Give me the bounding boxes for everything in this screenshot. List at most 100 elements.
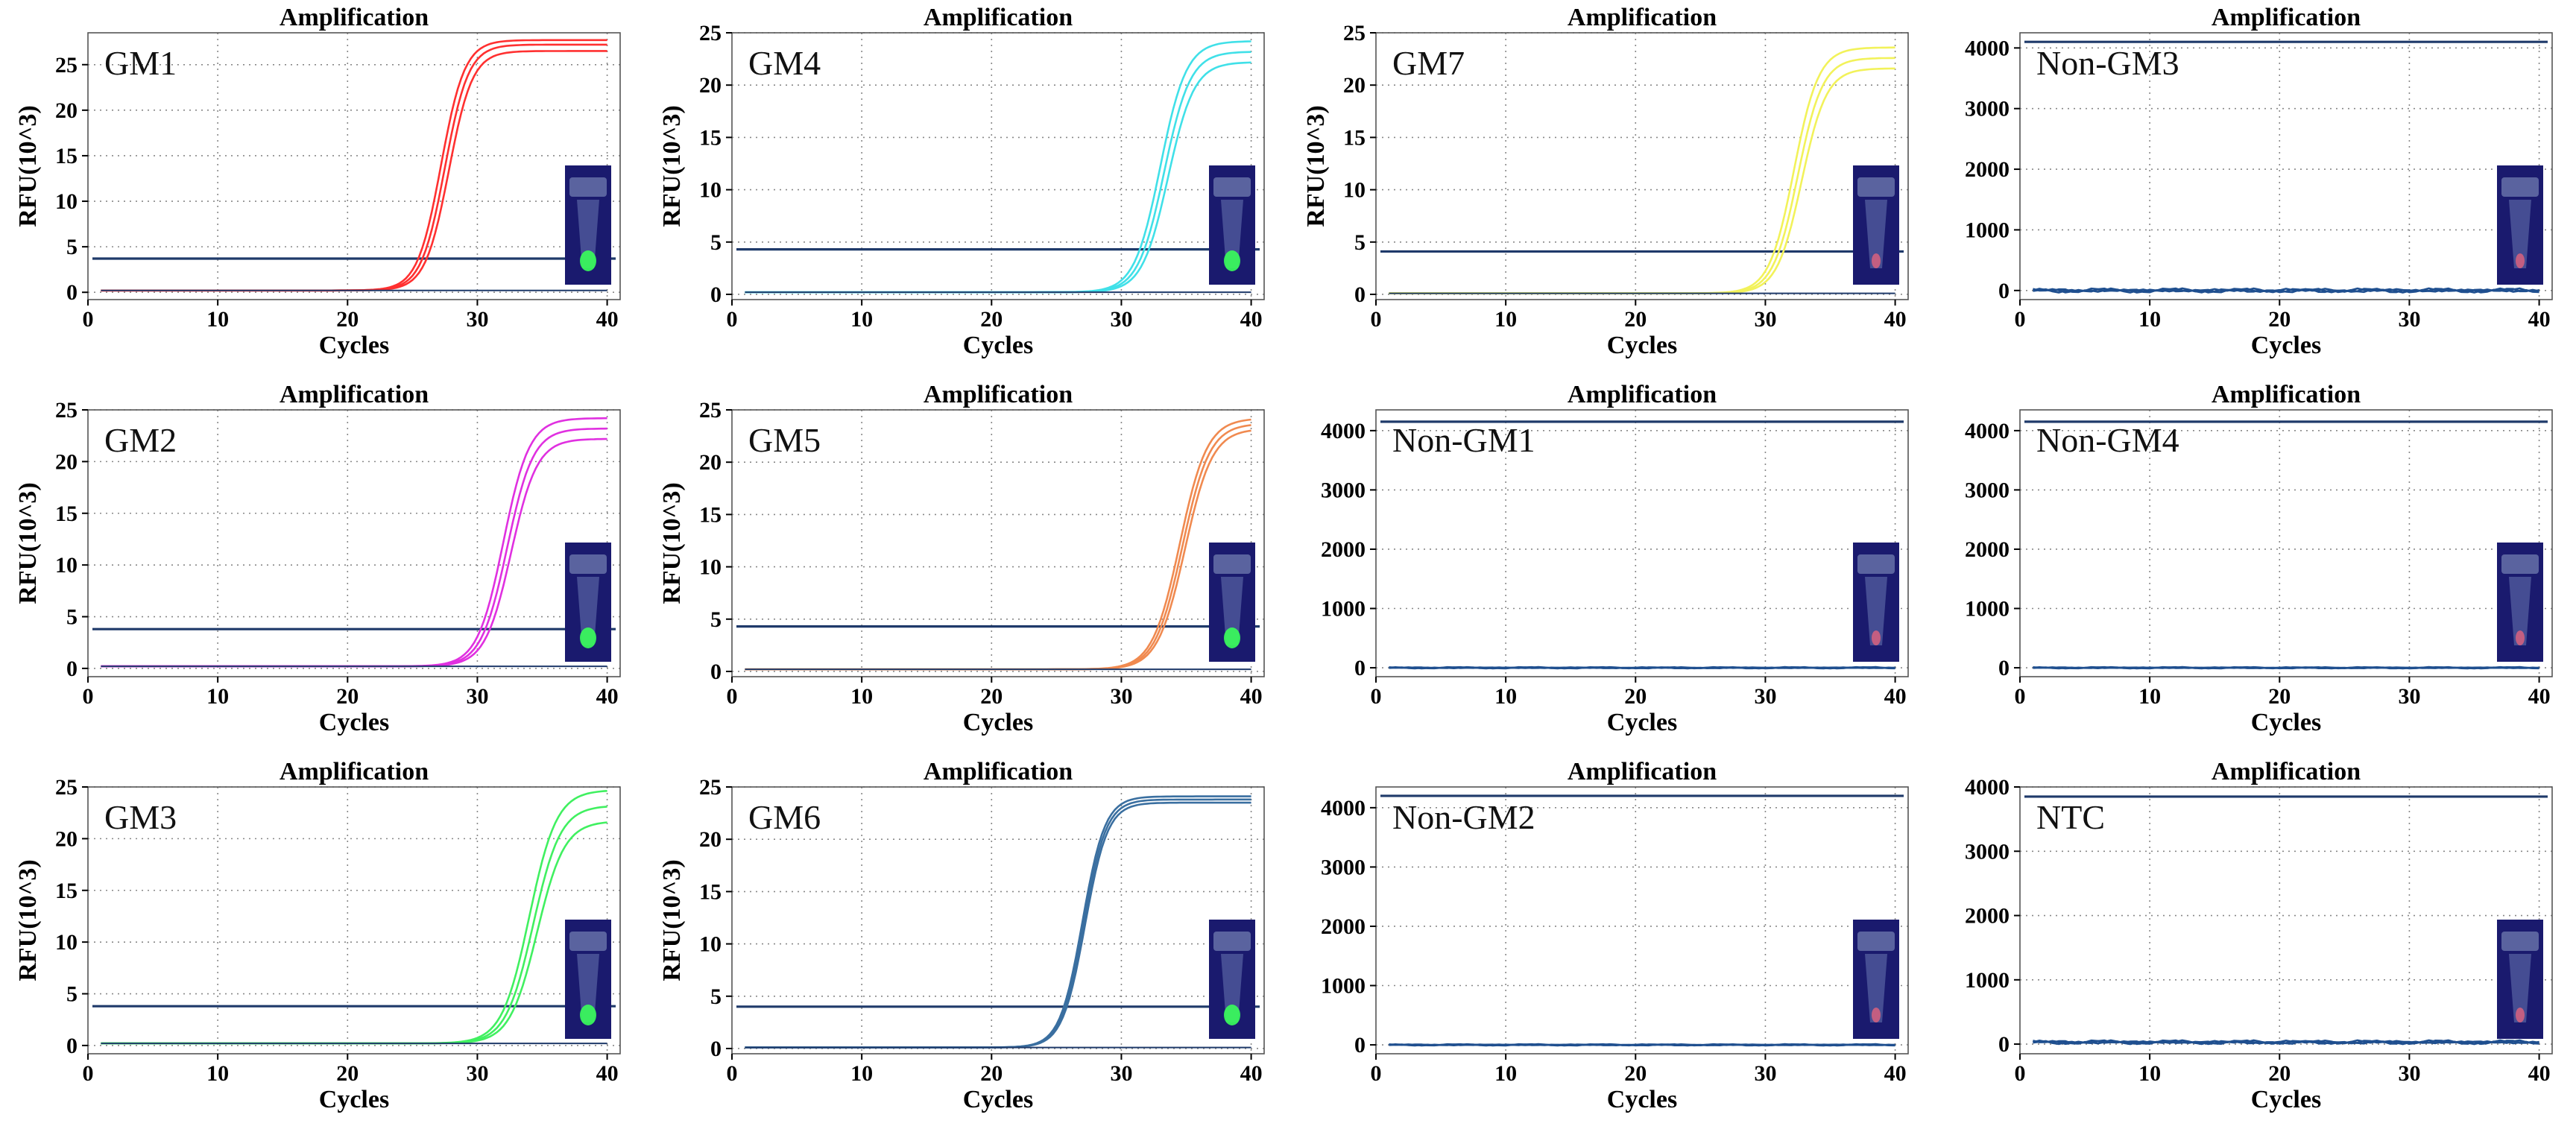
x-tick-label: 0 [2015, 684, 2026, 709]
y-tick-label: 25 [1343, 21, 1366, 45]
y-tick-label: 20 [699, 827, 722, 852]
y-tick-label: 3000 [1965, 97, 2010, 121]
amplification-curve-rep2 [745, 424, 1251, 671]
tube-cap [2501, 932, 2539, 951]
tube-body [577, 200, 599, 268]
y-tick-label: 0 [1998, 656, 2010, 680]
x-axis-label: Cycles [319, 332, 389, 359]
y-tick-label: 20 [1343, 73, 1366, 98]
plot-frame [87, 786, 621, 1054]
chart-gm5: Amplification 0 10 20 30 40 0 5 10 15 20 25 Cycles RF… [658, 381, 1265, 736]
x-tick-label: 10 [1494, 1061, 1517, 1086]
x-tick-label: 10 [2138, 684, 2161, 709]
y-tick-label: 20 [55, 449, 78, 474]
sample-label: GM2 [104, 421, 177, 459]
panel-gm7: Amplification 0 10 20 30 40 0 5 10 15 20 25 Cycles RF… [1288, 0, 1932, 377]
y-tick-label: 2000 [1965, 157, 2010, 182]
x-tick-label: 30 [2398, 1061, 2420, 1086]
x-tick-label: 20 [336, 1061, 359, 1086]
amplification-curve-rep1 [745, 418, 1251, 671]
x-tick-label: 20 [1624, 1061, 1647, 1086]
panel-nongm3: Amplification 0 10 20 30 40 0 1000 2000 3000 4000 C… [1932, 0, 2576, 377]
y-tick-label: 25 [55, 53, 78, 78]
y-tick-label: 20 [55, 826, 78, 851]
y-tick-label: 0 [66, 280, 78, 305]
y-tick-label: 4000 [1965, 36, 2010, 60]
x-tick-label: 40 [1884, 1061, 1907, 1086]
amplification-curve-rep2 [101, 427, 607, 668]
x-tick-label: 20 [2268, 307, 2291, 332]
panel-gm1: Amplification 0 10 20 30 40 0 5 10 15 20 25 Cycles RF… [0, 0, 644, 377]
y-axis-label: RFU(10^3) [658, 482, 686, 604]
x-tick-label: 0 [1371, 1061, 1382, 1086]
tube-cap [1857, 554, 1895, 574]
tube-body [577, 954, 599, 1022]
y-tick-label: 10 [699, 932, 722, 957]
x-tick-label: 40 [2528, 307, 2551, 332]
tube-body [2509, 954, 2531, 1022]
x-tick-label: 30 [466, 307, 488, 332]
y-tick-label: 4000 [1965, 775, 2010, 800]
sample-label: GM3 [104, 798, 177, 836]
x-tick-label: 30 [466, 1061, 488, 1086]
sample-label: NTC [2036, 798, 2105, 836]
y-tick-label: 0 [1998, 1032, 2010, 1057]
y-tick-label: 5 [66, 605, 78, 630]
x-tick-label: 30 [1110, 684, 1132, 709]
tube-cap [569, 554, 607, 574]
panel-gm6: Amplification 0 10 20 30 40 0 5 10 15 20 25 Cycles RF… [644, 754, 1288, 1131]
y-axis-label: RFU(10^3) [658, 859, 686, 981]
chart-title: Amplification [280, 4, 429, 31]
chart-title: Amplification [1568, 758, 1717, 785]
amplification-curve-rep3 [101, 50, 607, 292]
sample-label: GM1 [104, 44, 177, 82]
tube-body [1221, 954, 1243, 1022]
panel-gm2: Amplification 0 10 20 30 40 0 5 10 15 20 25 Cycles RF… [0, 377, 644, 754]
x-tick-label: 30 [1110, 1061, 1132, 1086]
baseline-trace-3 [1389, 665, 1895, 670]
amplification-curve-rep2 [101, 806, 607, 1045]
x-tick-label: 20 [2268, 1061, 2291, 1086]
tube-body [577, 577, 599, 645]
sample-label: Non-GM2 [1392, 798, 1535, 836]
chart-title: Amplification [2212, 381, 2361, 408]
amplification-curve-rep1 [745, 795, 1251, 1049]
y-tick-label: 1000 [1965, 597, 2010, 622]
tube-fluorescence [1872, 1008, 1881, 1022]
y-tick-label: 5 [710, 230, 722, 255]
sample-label: GM5 [748, 421, 821, 459]
chart-ntc: Amplification 0 10 20 30 40 0 1000 2000 3000 4000 C… [1965, 758, 2553, 1113]
baseline-trace-3 [2033, 1039, 2539, 1046]
x-axis-label: Cycles [1607, 709, 1677, 736]
tube-photo [1853, 165, 1899, 285]
y-tick-label: 10 [699, 555, 722, 580]
x-tick-label: 10 [850, 1061, 873, 1086]
y-tick-label: 0 [1354, 282, 1366, 307]
y-tick-label: 15 [55, 502, 78, 526]
x-axis-label: Cycles [319, 1086, 389, 1113]
sample-label: GM4 [748, 44, 821, 82]
y-tick-label: 1000 [1321, 974, 1366, 999]
x-tick-label: 0 [2015, 307, 2026, 332]
tube-cap [2501, 554, 2539, 574]
y-tick-label: 0 [66, 657, 78, 681]
y-axis-label: RFU(10^3) [658, 105, 686, 227]
x-tick-label: 20 [980, 1061, 1003, 1086]
y-tick-label: 0 [710, 660, 722, 684]
y-tick-label: 5 [66, 982, 78, 1007]
amplification-curve-rep1 [101, 39, 607, 292]
chart-title: Amplification [2212, 758, 2361, 785]
x-tick-label: 30 [1110, 307, 1132, 332]
tube-body [2509, 200, 2531, 268]
x-tick-label: 0 [2015, 1061, 2026, 1086]
x-tick-label: 10 [206, 1061, 229, 1086]
tube-cap [569, 932, 607, 951]
x-tick-label: 10 [206, 684, 229, 709]
plot-frame [87, 409, 621, 677]
y-tick-label: 15 [699, 125, 722, 150]
chart-nongm3: Amplification 0 10 20 30 40 0 1000 2000 3000 4000 C… [1965, 4, 2553, 359]
plot-frame [731, 409, 1265, 677]
y-tick-label: 5 [710, 607, 722, 632]
x-axis-label: Cycles [2251, 332, 2321, 359]
tube-photo [1853, 543, 1899, 662]
